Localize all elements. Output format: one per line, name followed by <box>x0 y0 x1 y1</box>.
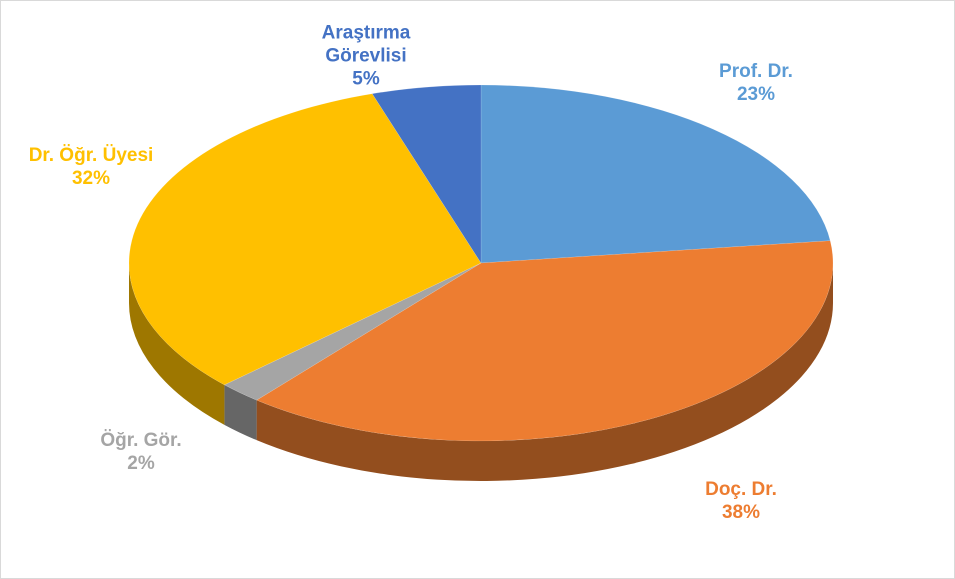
pie-slice <box>371 84 482 264</box>
category-label: Prof. Dr. <box>719 61 793 82</box>
data-label: Dr. Öğr. Üyesi 32% <box>6 144 176 190</box>
data-label: Prof. Dr. 23% <box>671 60 841 106</box>
value-label: 32% <box>71 168 111 189</box>
data-label: Doç. Dr. 38% <box>656 478 826 524</box>
pie-slice-side <box>224 384 257 441</box>
data-label: Araştırma Görevlisi 5% <box>311 22 421 91</box>
data-label: Öğr. Gör. 2% <box>56 429 226 475</box>
value-label: 2% <box>127 453 155 474</box>
category-label: Öğr. Gör. <box>100 430 182 451</box>
pie-slice <box>480 84 831 264</box>
value-label: 5% <box>352 68 380 90</box>
value-label: 23% <box>736 84 776 105</box>
value-label: 38% <box>721 502 761 523</box>
pie-slice <box>256 240 834 442</box>
category-label: Araştırma Görevlisi <box>321 22 411 67</box>
pie-slice <box>223 262 482 401</box>
pie-slice-side <box>129 263 225 425</box>
pie-slice <box>128 93 482 386</box>
category-label: Dr. Öğr. Üyesi <box>28 145 154 166</box>
category-label: Doç. Dr. <box>705 479 777 500</box>
pie-slice-side <box>256 263 833 481</box>
